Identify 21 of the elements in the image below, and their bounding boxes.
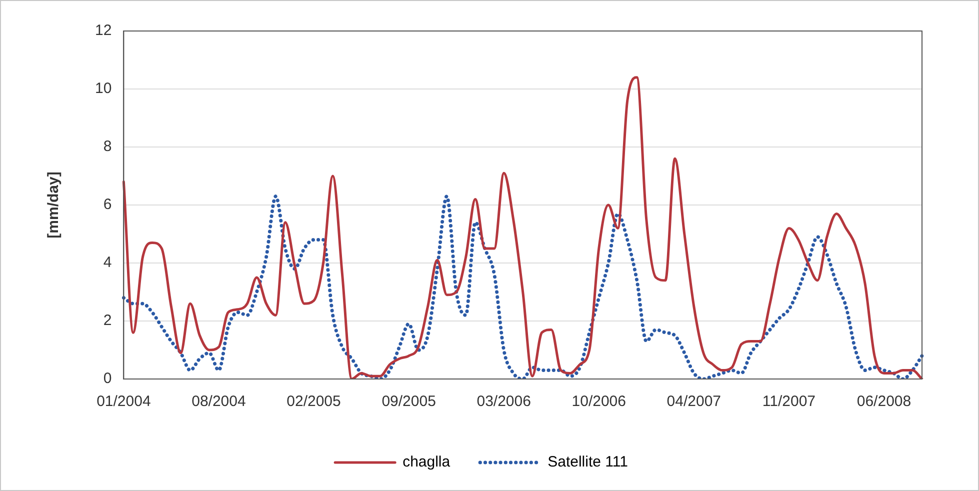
x-tick-label: 04/2007 <box>666 393 722 410</box>
line-series <box>122 76 924 379</box>
y-tick-label: 8 <box>103 138 112 156</box>
y-tick-label: 2 <box>103 312 112 330</box>
x-tick-label: 06/2008 <box>856 393 912 410</box>
x-tick-label: 10/2006 <box>572 393 626 410</box>
x-tick-label: 09/2005 <box>382 393 436 410</box>
y-tick-label: 0 <box>103 370 112 388</box>
y-tick-label: 4 <box>103 254 112 272</box>
legend-label: chaglla <box>402 454 451 471</box>
x-tick-label: 02/2005 <box>286 393 341 410</box>
y-tick-label: 6 <box>103 196 112 214</box>
line-series <box>122 194 924 379</box>
legend-label: Satellite 111 <box>548 454 628 471</box>
y-axis-title: [mm/day] <box>45 172 62 238</box>
x-tick-label: 01/2004 <box>96 393 151 410</box>
y-tick-label: 12 <box>94 22 112 40</box>
x-tick-label: 08/2004 <box>192 393 246 410</box>
y-tick-label: 10 <box>94 80 112 98</box>
x-tick-label: 11/2007 <box>762 393 816 410</box>
x-tick-label: 03/2006 <box>476 393 531 410</box>
